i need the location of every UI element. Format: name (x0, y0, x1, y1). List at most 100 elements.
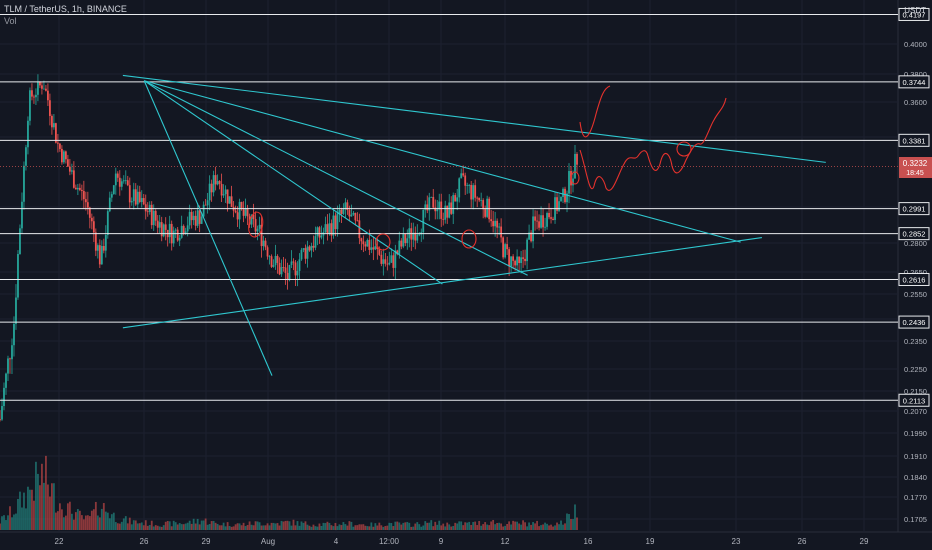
candle-body (296, 270, 299, 276)
trendline[interactable] (122, 74, 826, 163)
level-label-box (898, 393, 930, 407)
volume-bar (570, 519, 572, 530)
candle-body (58, 143, 61, 149)
candle-body (1, 406, 3, 420)
volume-bar (39, 485, 41, 530)
volume-bar (350, 521, 353, 530)
volume-bar (392, 526, 395, 530)
volume-bar (256, 521, 259, 530)
volume-bar (160, 526, 163, 530)
volume-bar (210, 521, 213, 530)
volume-bar (246, 524, 249, 530)
candle-body (21, 201, 23, 229)
candle-body (300, 249, 303, 260)
candle-body (372, 247, 375, 250)
volume-bar (546, 523, 548, 530)
volume-bar (514, 521, 517, 530)
candle-body (76, 187, 79, 190)
candle-body (240, 201, 243, 210)
candle-body (17, 254, 19, 298)
candle-body (398, 240, 401, 255)
candle-body (220, 183, 223, 196)
candle-body (364, 244, 367, 247)
candle-body (340, 209, 343, 214)
candle-body (136, 191, 139, 205)
candle-body (530, 232, 532, 242)
volume-bar (430, 520, 433, 530)
trendline[interactable] (143, 80, 528, 276)
trendline[interactable] (143, 80, 443, 285)
volume-bar (180, 524, 183, 530)
candle-body (176, 229, 179, 241)
candle-body (568, 171, 570, 194)
candle-body (326, 224, 329, 234)
candle-body (172, 230, 175, 244)
trendline[interactable] (143, 80, 273, 376)
candle-body (110, 194, 113, 198)
candle-body (108, 197, 111, 212)
candle-body (70, 170, 73, 172)
candle-body (262, 240, 265, 247)
candle-body (210, 183, 213, 193)
candle-body (386, 263, 389, 265)
volume-bar (62, 517, 65, 530)
candle-body (142, 198, 145, 205)
volume-bar (216, 523, 219, 530)
trendline[interactable] (122, 237, 762, 329)
candle-body (384, 259, 387, 264)
volume-bar (396, 521, 399, 530)
candle-body (120, 181, 123, 187)
volume-bar (414, 523, 417, 530)
volume-bar (510, 524, 513, 530)
volume-bar (526, 526, 528, 530)
level-label: 0.2852 (903, 230, 926, 239)
candle-body (37, 81, 39, 95)
volume-bar (402, 522, 405, 530)
volume-bar (564, 523, 566, 530)
volume-bar (64, 515, 67, 530)
candle-body (192, 215, 195, 221)
candle-body (434, 207, 437, 212)
trendline[interactable] (144, 80, 741, 243)
candle-body (92, 221, 95, 233)
volume-bar (484, 522, 487, 530)
candle-body (566, 193, 568, 203)
volume-bar (84, 515, 87, 530)
candle-body (94, 232, 97, 251)
y-tick-label: 0.4000 (904, 40, 927, 49)
volume-bar (220, 525, 223, 530)
candle-body (86, 202, 89, 208)
candle-body (224, 189, 227, 195)
candle-body (238, 201, 241, 220)
volume-bar (312, 524, 315, 530)
candle-body (556, 197, 558, 211)
candle-body (236, 212, 239, 220)
volume-bar (342, 522, 345, 530)
volume-bar (202, 520, 205, 530)
candle-body (292, 261, 295, 263)
volume-bar (94, 501, 97, 530)
volume-bar (482, 524, 485, 530)
candle-body (360, 238, 363, 242)
candle-body (514, 260, 517, 266)
horizontal-levels (0, 13, 898, 401)
volume-bar (172, 520, 175, 530)
volume-bar (23, 492, 25, 530)
candle-body (374, 246, 377, 250)
level-label: 0.3381 (903, 136, 926, 145)
candle-body (538, 221, 540, 228)
volume-bar (544, 522, 546, 530)
volume-bar (66, 503, 69, 530)
volume-bar (282, 521, 285, 530)
candle-body (45, 88, 47, 91)
volume-bar (174, 522, 177, 530)
volume-bar (326, 521, 329, 530)
volume-bar (558, 524, 560, 530)
candle-body (302, 248, 305, 250)
candle-body (316, 227, 319, 237)
candle-body (458, 178, 461, 198)
candle-body (31, 90, 33, 97)
volume-bar (518, 523, 521, 530)
candle-body (548, 213, 550, 218)
